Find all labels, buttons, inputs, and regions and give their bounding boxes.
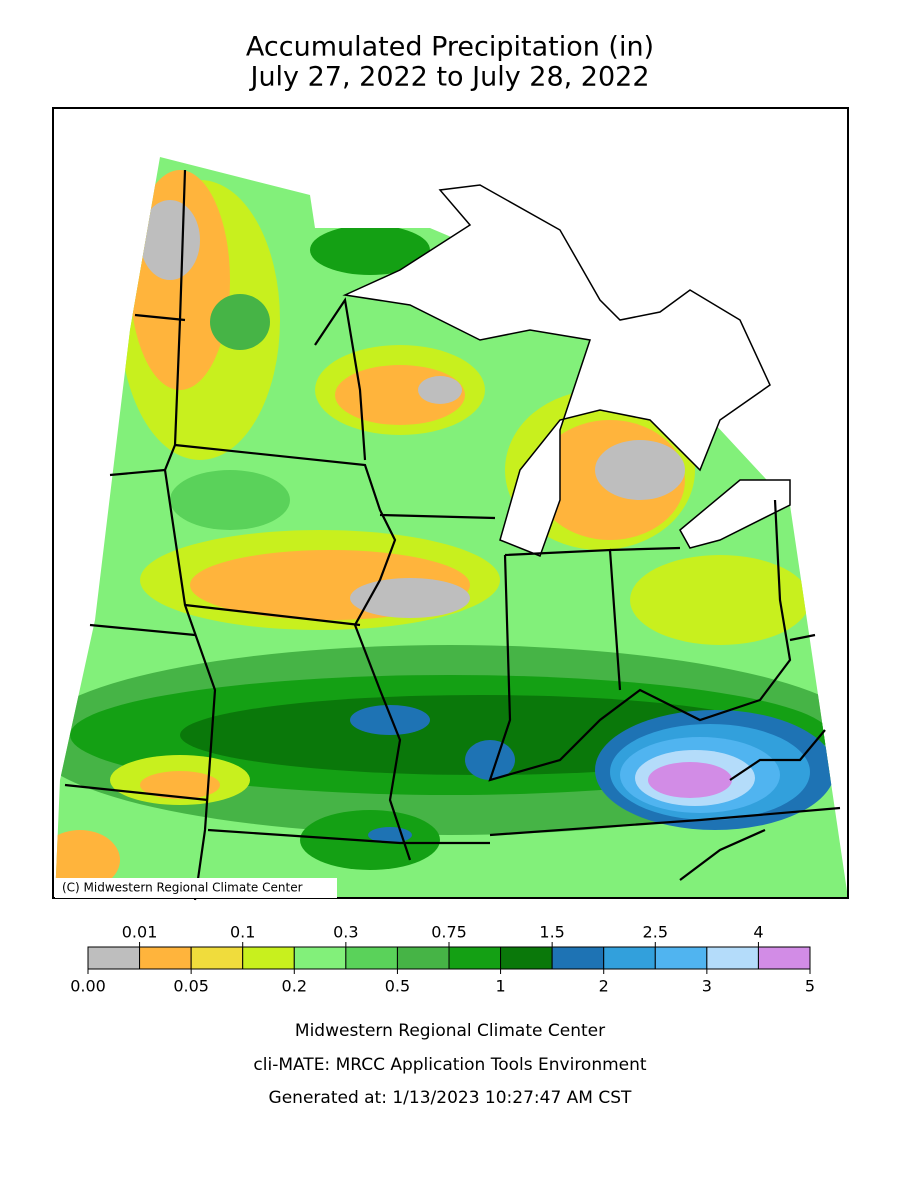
legend-swatch — [396, 946, 450, 970]
footer-line: Midwestern Regional Climate Center — [295, 1021, 605, 1041]
legend-swatch — [190, 946, 244, 970]
legend-label: 5 — [805, 977, 815, 996]
legend-label: 2.5 — [643, 923, 668, 942]
legend-label: 0.05 — [173, 977, 209, 996]
legend: 0.00 0.01 0.05 0.1 0.2 0.3 0.5 0.75 1 1.5 2 2.5 3 4 5 — [70, 923, 815, 996]
legend-swatch — [500, 946, 553, 970]
legend-label: 0.01 — [122, 923, 158, 942]
legend-swatch — [706, 946, 759, 970]
map-frame — [52, 107, 849, 899]
footer-line: cli-MATE: MRCC Application Tools Environ… — [253, 1055, 646, 1075]
legend-swatch — [757, 946, 811, 970]
map: (C) Midwestern Regional Climate Center — [52, 107, 849, 901]
legend-label: 0.3 — [333, 923, 358, 942]
legend-swatch — [87, 946, 141, 970]
legend-swatch — [293, 946, 347, 970]
legend-label: 1.5 — [539, 923, 564, 942]
legend-label: 0.1 — [230, 923, 255, 942]
legend-label: 0.00 — [70, 977, 106, 996]
legend-swatch — [654, 946, 708, 970]
legend-label: 0.5 — [385, 977, 410, 996]
legend-label: 3 — [702, 977, 712, 996]
borders — [64, 169, 841, 901]
legend-label: 4 — [753, 923, 763, 942]
legend-swatch — [139, 946, 192, 970]
legend-label: 2 — [599, 977, 609, 996]
legend-swatch — [448, 946, 502, 970]
legend-label: 0.75 — [431, 923, 467, 942]
copyright-box — [55, 878, 337, 898]
copyright: (C) Midwestern Regional Climate Center — [62, 881, 303, 895]
legend-swatch — [242, 946, 295, 970]
legend-swatch — [345, 946, 398, 970]
legend-label: 0.2 — [282, 977, 307, 996]
legend-label: 1 — [495, 977, 505, 996]
legend-swatch — [603, 946, 656, 970]
legend-swatch — [551, 946, 605, 970]
subtitle: July 27, 2022 to July 28, 2022 — [248, 62, 649, 93]
title: Accumulated Precipitation (in) — [246, 32, 654, 63]
footer-line: Generated at: 1/13/2023 10:27:47 AM CST — [269, 1088, 632, 1108]
lakes — [342, 184, 791, 557]
